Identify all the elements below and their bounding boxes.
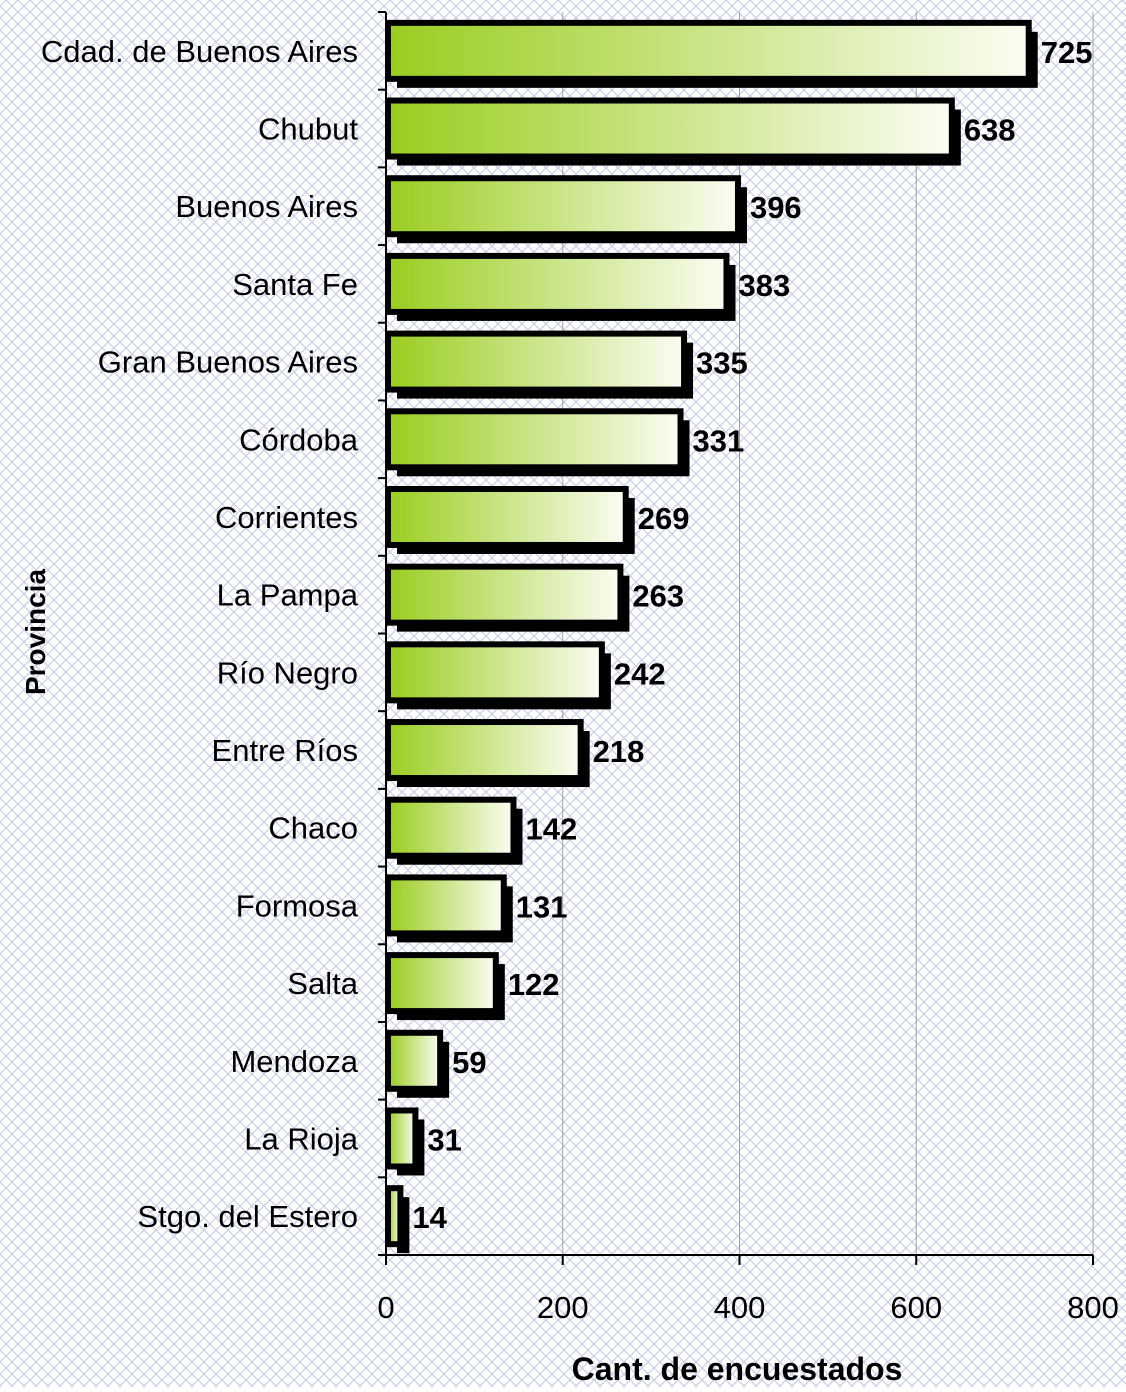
bar	[385, 330, 688, 393]
bars	[385, 19, 1038, 1254]
bar	[385, 19, 1032, 82]
category-label: Cdad. de Buenos Aires	[41, 34, 358, 69]
category-label: Formosa	[236, 888, 359, 923]
x-tick-label: 400	[714, 1290, 766, 1325]
value-label: 131	[516, 889, 568, 924]
value-label: 396	[750, 190, 802, 225]
axes	[378, 11, 1094, 1265]
value-label: 122	[508, 967, 560, 1002]
x-tick-label: 600	[890, 1290, 942, 1325]
value-label: 269	[638, 501, 690, 536]
category-label: Chubut	[258, 112, 358, 147]
category-label: Stgo. del Estero	[137, 1199, 358, 1234]
category-label: Río Negro	[217, 655, 358, 690]
value-label: 335	[696, 346, 748, 381]
bar	[385, 252, 730, 315]
category-label: Chaco	[268, 811, 358, 846]
category-label: La Rioja	[244, 1121, 358, 1156]
bar	[385, 485, 629, 548]
bar	[385, 719, 584, 782]
value-label: 331	[693, 423, 745, 458]
category-label: Salta	[287, 966, 358, 1001]
x-tick-label: 200	[537, 1290, 589, 1325]
value-label: 383	[738, 268, 790, 303]
value-label: 31	[427, 1122, 461, 1157]
category-label: La Pampa	[217, 578, 359, 613]
value-label: 725	[1041, 35, 1093, 70]
x-tick-label: 800	[1067, 1290, 1119, 1325]
category-label: Gran Buenos Aires	[98, 345, 358, 380]
value-label: 142	[525, 812, 577, 847]
category-label: Corrientes	[215, 500, 358, 535]
bar	[385, 641, 605, 704]
bar	[385, 175, 741, 238]
bar	[385, 563, 624, 626]
bar	[385, 1185, 404, 1248]
y-axis-title: Provincia	[20, 569, 51, 695]
category-label: Córdoba	[239, 422, 359, 457]
bar	[385, 1029, 444, 1092]
value-label: 14	[412, 1200, 447, 1235]
category-label: Entre Ríos	[212, 733, 358, 768]
bar	[385, 97, 955, 160]
value-label: 638	[964, 113, 1016, 148]
category-label: Mendoza	[230, 1044, 358, 1079]
bar	[385, 874, 507, 937]
category-label: Santa Fe	[232, 267, 358, 302]
bar	[385, 952, 499, 1015]
x-axis-title: Cant. de encuestados	[572, 1351, 903, 1387]
bar	[385, 408, 684, 471]
value-label: 218	[593, 734, 645, 769]
labels: Cdad. de Buenos Aires 725 Chubut 638 Buenos …	[41, 34, 1119, 1325]
category-label: Buenos Aires	[175, 189, 358, 224]
value-label: 59	[452, 1045, 486, 1080]
value-label: 263	[632, 579, 684, 614]
bar	[385, 1107, 419, 1170]
bar	[385, 796, 517, 859]
x-tick-label: 0	[377, 1290, 394, 1325]
value-label: 242	[614, 656, 666, 691]
